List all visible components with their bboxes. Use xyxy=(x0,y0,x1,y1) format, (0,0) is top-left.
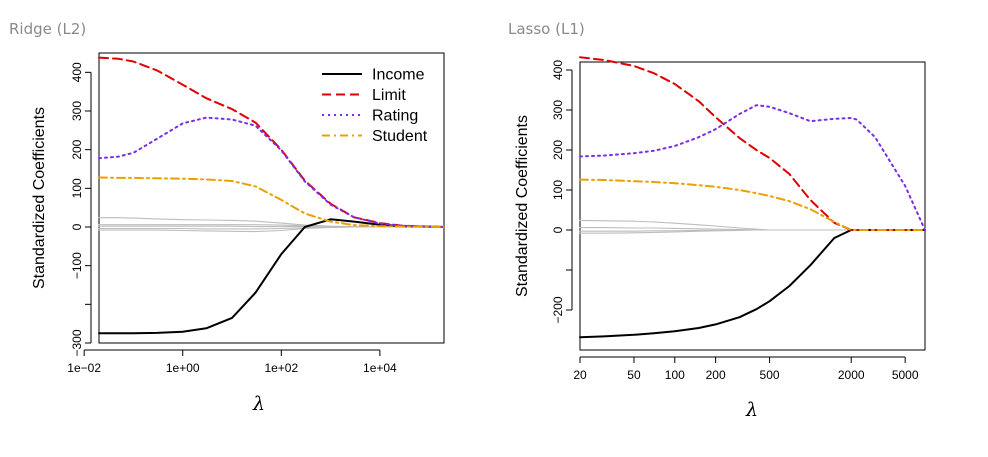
ridge-y-axis-title: Standardized Coefficients xyxy=(31,107,48,289)
ridge-series-income xyxy=(98,218,445,335)
legend-label-limit: Limit xyxy=(372,87,406,104)
ridge-x-tick-label: 1e−02 xyxy=(67,361,101,375)
lasso-x-tick-label: 20 xyxy=(573,368,587,382)
lasso-y-tick-label: 0 xyxy=(551,226,565,233)
chart-caption-lasso: Lasso (L1) xyxy=(508,20,585,38)
ridge-y-tick-label: 200 xyxy=(70,139,84,159)
ridge-x-axis-title: λ xyxy=(252,393,265,415)
lasso-series-student xyxy=(579,178,926,231)
ridge-y-tick-label: 300 xyxy=(70,101,84,121)
ridge-x-axis: 1e−02 1e+00 1e+02 1e+04 λ xyxy=(67,349,397,415)
ridge-series-other xyxy=(98,226,445,233)
lasso-x-tick-label: 500 xyxy=(760,368,780,382)
ridge-plot-frame xyxy=(98,52,445,344)
lasso-x-axis: 20 50 100 200 500 2000 5000 λ xyxy=(573,356,919,421)
ridge-x-tick-label: 1e+02 xyxy=(264,361,298,375)
lasso-series-income xyxy=(579,229,926,339)
lasso-chart: −200 0 100 200 300 400 Standardized Coefficien… xyxy=(514,56,926,421)
ridge-y-tick-label: −100 xyxy=(70,252,84,279)
ridge-legend: Income Limit Rating Student xyxy=(322,67,428,145)
lasso-y-tick-label: 200 xyxy=(551,140,565,160)
lasso-y-tick-label: 300 xyxy=(551,100,565,120)
lasso-x-tick-label: 50 xyxy=(627,368,641,382)
lasso-x-tick-label: 2000 xyxy=(838,368,865,382)
ridge-y-tick-label: 100 xyxy=(70,178,84,198)
lasso-y-axis: −200 0 100 200 300 400 Standardized Coefficien… xyxy=(514,60,573,324)
ridge-y-tick-label: 0 xyxy=(70,223,84,230)
legend-label-income: Income xyxy=(372,67,425,84)
legend-label-student: Student xyxy=(372,128,428,145)
lasso-series-group xyxy=(579,56,926,339)
ridge-series-group xyxy=(98,56,445,335)
ridge-y-tick-label: −300 xyxy=(70,329,84,356)
lasso-x-axis-title: λ xyxy=(745,399,758,421)
lasso-plot-frame xyxy=(579,61,926,351)
ridge-series-student xyxy=(98,176,445,228)
ridge-y-tick-label: 400 xyxy=(70,62,84,82)
ridge-series-rating xyxy=(98,116,445,228)
lasso-series-other xyxy=(579,219,926,231)
lasso-series-rating xyxy=(579,104,926,231)
lasso-series-limit xyxy=(579,56,926,231)
lasso-y-tick-label: 400 xyxy=(551,60,565,80)
lasso-x-tick-label: 100 xyxy=(665,368,685,382)
ridge-y-axis: −300 −100 0 100 200 300 400 Standardized Coeffi… xyxy=(31,62,92,357)
legend-label-rating: Rating xyxy=(372,108,418,125)
lasso-y-tick-label: 100 xyxy=(551,180,565,200)
lasso-y-tick-label: −200 xyxy=(551,296,565,323)
ridge-x-tick-label: 1e+00 xyxy=(166,361,200,375)
ridge-x-tick-label: 1e+04 xyxy=(363,361,397,375)
lasso-y-axis-title: Standardized Coefficients xyxy=(514,115,531,297)
chart-caption-ridge: Ridge (L2) xyxy=(9,20,87,38)
ridge-chart: −300 −100 0 100 200 300 400 Standardized Coeffi… xyxy=(31,52,445,415)
lasso-x-tick-label: 200 xyxy=(706,368,726,382)
lasso-x-tick-label: 5000 xyxy=(892,368,919,382)
